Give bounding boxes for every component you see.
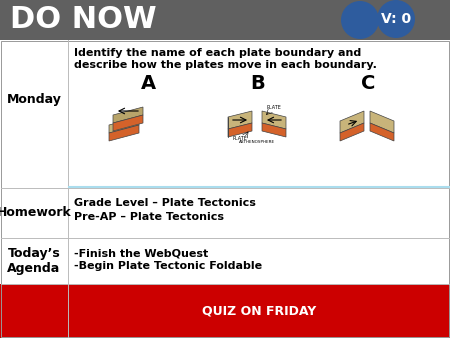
Bar <box>0 0 450 40</box>
Text: ASTHENOSPHERE: ASTHENOSPHERE <box>239 140 275 144</box>
Polygon shape <box>370 111 394 133</box>
Text: C: C <box>361 74 375 93</box>
Text: Monday: Monday <box>7 93 62 105</box>
Bar <box>0 284 68 338</box>
Polygon shape <box>340 123 364 141</box>
Polygon shape <box>113 107 143 123</box>
Circle shape <box>377 0 415 38</box>
Text: Homework: Homework <box>0 207 72 219</box>
Text: -Begin Plate Tectonic Foldable: -Begin Plate Tectonic Foldable <box>74 261 262 271</box>
Polygon shape <box>262 123 286 137</box>
Polygon shape <box>262 111 286 129</box>
Bar <box>68 284 450 338</box>
Polygon shape <box>228 111 252 129</box>
Text: -Finish the WebQuest: -Finish the WebQuest <box>74 248 208 258</box>
Polygon shape <box>340 111 364 133</box>
Polygon shape <box>370 123 394 141</box>
Polygon shape <box>228 123 252 137</box>
Text: A: A <box>140 74 156 93</box>
Text: Grade Level – Plate Tectonics: Grade Level – Plate Tectonics <box>74 198 256 208</box>
Bar <box>1 41 449 337</box>
Text: PLATE: PLATE <box>233 136 248 141</box>
Text: V: 0: V: 0 <box>381 12 411 26</box>
Text: QUIZ ON FRIDAY: QUIZ ON FRIDAY <box>202 305 316 317</box>
Text: Identify the name of each plate boundary and: Identify the name of each plate boundary… <box>74 48 361 58</box>
Text: Today’s
Agenda: Today’s Agenda <box>7 247 61 275</box>
Text: Pre-AP – Plate Tectonics: Pre-AP – Plate Tectonics <box>74 212 224 222</box>
Text: B: B <box>251 74 266 93</box>
Polygon shape <box>113 115 143 131</box>
Text: DO NOW: DO NOW <box>10 5 157 34</box>
Text: PLATE: PLATE <box>266 105 281 110</box>
Polygon shape <box>109 117 139 133</box>
Circle shape <box>341 1 379 39</box>
Bar <box>0 40 450 338</box>
Text: describe how the plates move in each boundary.: describe how the plates move in each bou… <box>74 60 377 70</box>
Polygon shape <box>109 125 139 141</box>
